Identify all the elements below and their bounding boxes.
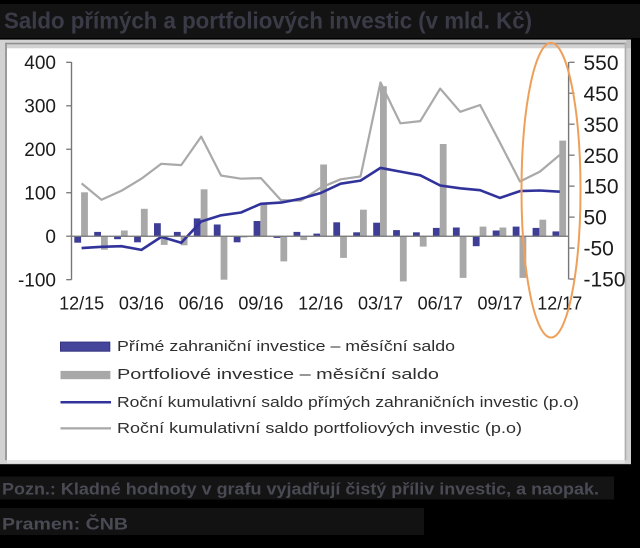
- svg-text:450: 450: [584, 83, 619, 106]
- svg-text:100: 100: [24, 184, 56, 205]
- svg-text:Roční kumulativní saldo přímýc: Roční kumulativní saldo přímých zahranič…: [117, 395, 579, 411]
- svg-text:09/16: 09/16: [238, 294, 283, 314]
- svg-text:Přímé zahraniční investice – m: Přímé zahraniční investice – měsíční sal…: [117, 339, 455, 355]
- svg-text:09/17: 09/17: [477, 294, 522, 314]
- svg-text:Roční kumulativní saldo portfo: Roční kumulativní saldo portfoliových in…: [117, 421, 522, 437]
- svg-text:06/17: 06/17: [418, 294, 463, 314]
- svg-text:200: 200: [24, 140, 56, 161]
- svg-text:12/16: 12/16: [298, 294, 343, 314]
- svg-text:-100: -100: [18, 271, 56, 292]
- svg-text:300: 300: [24, 97, 56, 118]
- svg-text:12/15: 12/15: [59, 294, 104, 314]
- svg-text:06/16: 06/16: [179, 294, 224, 314]
- svg-text:Saldo přímých a portfoliových: Saldo přímých a portfoliových investic (…: [4, 8, 532, 34]
- svg-text:550: 550: [584, 52, 619, 75]
- svg-text:0: 0: [45, 227, 56, 248]
- svg-text:03/16: 03/16: [119, 294, 164, 314]
- svg-text:03/17: 03/17: [358, 294, 403, 314]
- svg-text:-150: -150: [584, 269, 626, 292]
- svg-text:50: 50: [584, 207, 607, 230]
- svg-text:Pozn.: Kladné hodnoty v grafu: Pozn.: Kladné hodnoty v grafu vyjadřují …: [2, 480, 599, 499]
- svg-text:Pramen: ČNB: Pramen: ČNB: [2, 515, 128, 534]
- svg-text:Portfoliové investice – měsíčn: Portfoliové investice – měsíční saldo: [117, 367, 439, 383]
- svg-text:-50: -50: [584, 238, 614, 261]
- svg-text:350: 350: [584, 114, 619, 137]
- svg-text:250: 250: [584, 145, 619, 168]
- svg-text:12/17: 12/17: [537, 294, 582, 314]
- svg-text:400: 400: [24, 53, 56, 74]
- svg-text:150: 150: [584, 176, 619, 199]
